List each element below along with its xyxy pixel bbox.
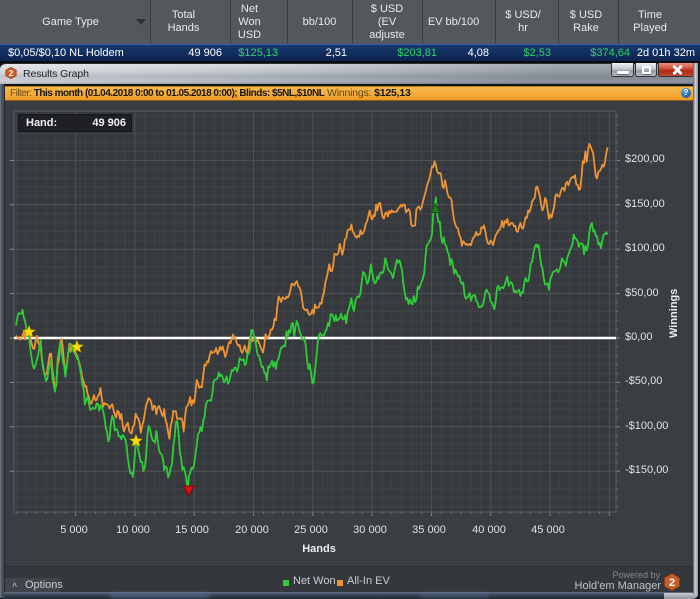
svg-text:2: 2 [669, 577, 675, 589]
svg-text:2: 2 [9, 68, 14, 78]
